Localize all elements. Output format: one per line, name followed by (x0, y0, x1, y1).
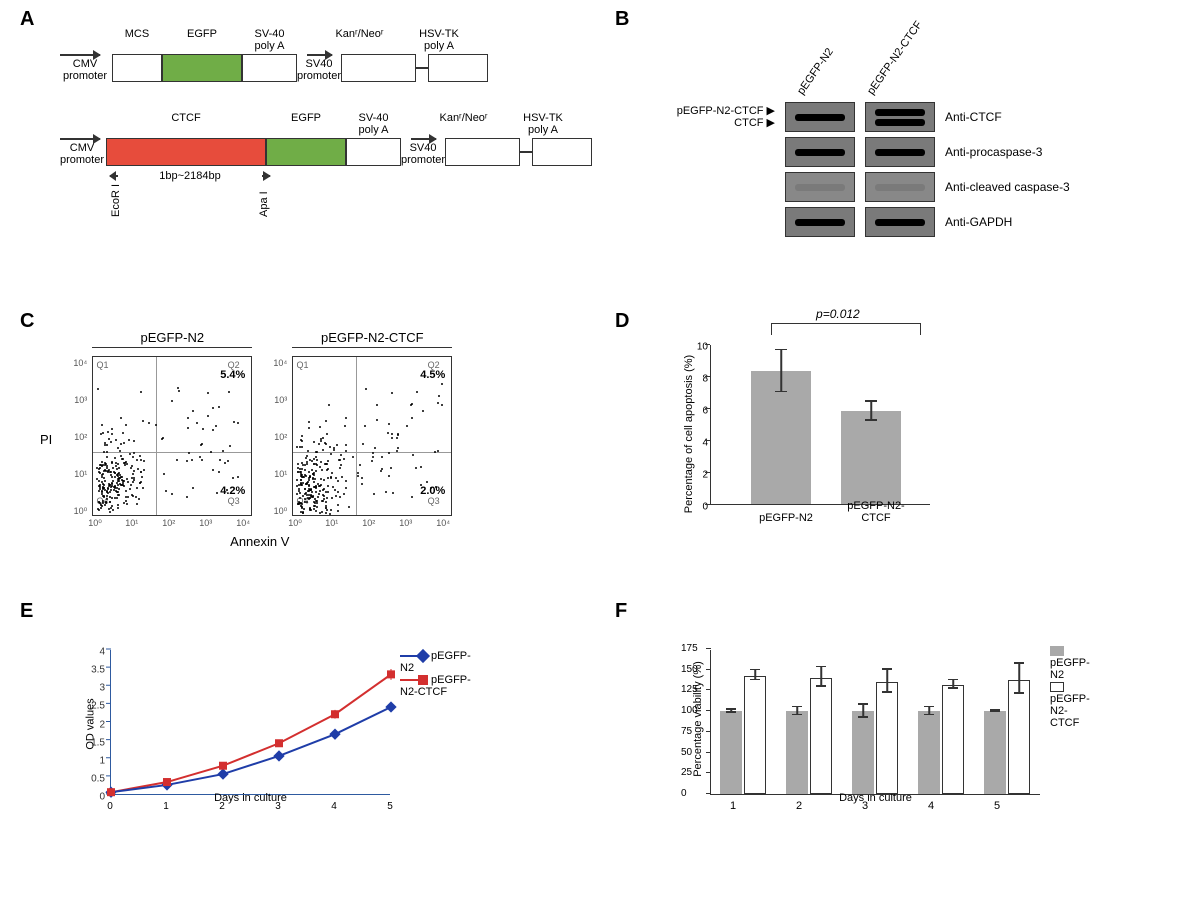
panel-label-f: F (615, 600, 627, 623)
panel-label-e: E (20, 600, 33, 623)
panel-label-d: D (615, 310, 629, 333)
panel-label-b: B (615, 8, 629, 31)
panel-b-westernblot: pEGFP-N2pEGFP-N2-CTCFpEGFP-N2-CTCF ▶CTCF… (660, 30, 1070, 242)
panel-e-linechart: OD values Days in culture pEGFP-N2 pEGFP… (60, 640, 480, 820)
panel-label-c: C (20, 310, 34, 333)
panel-d-barchart: Percentage of cell apoptosis (%) pEGFP-N… (660, 330, 940, 535)
f-ylabel: Percentage viability (%) (692, 661, 704, 777)
e-legend: pEGFP-N2 pEGFP-N2-CTCF (400, 650, 480, 698)
panel-f-barchart: Percentage viability (%) Days in culture… (660, 640, 1080, 820)
d-ylabel: Percentage of cell apoptosis (%) (683, 355, 695, 513)
panel-a-diagram: CMVpromoterMCSEGFPSV-40poly AKanʳ/NeoʳHS… (60, 28, 580, 247)
panel-label-a: A (20, 8, 34, 31)
f-legend: pEGFP-N2 pEGFP-N2-CTCF (1050, 645, 1090, 729)
panel-c-facs: PIpEGFP-N2pEGFP-N2-CTCF10⁰10⁰10¹10¹10²10… (40, 330, 570, 549)
